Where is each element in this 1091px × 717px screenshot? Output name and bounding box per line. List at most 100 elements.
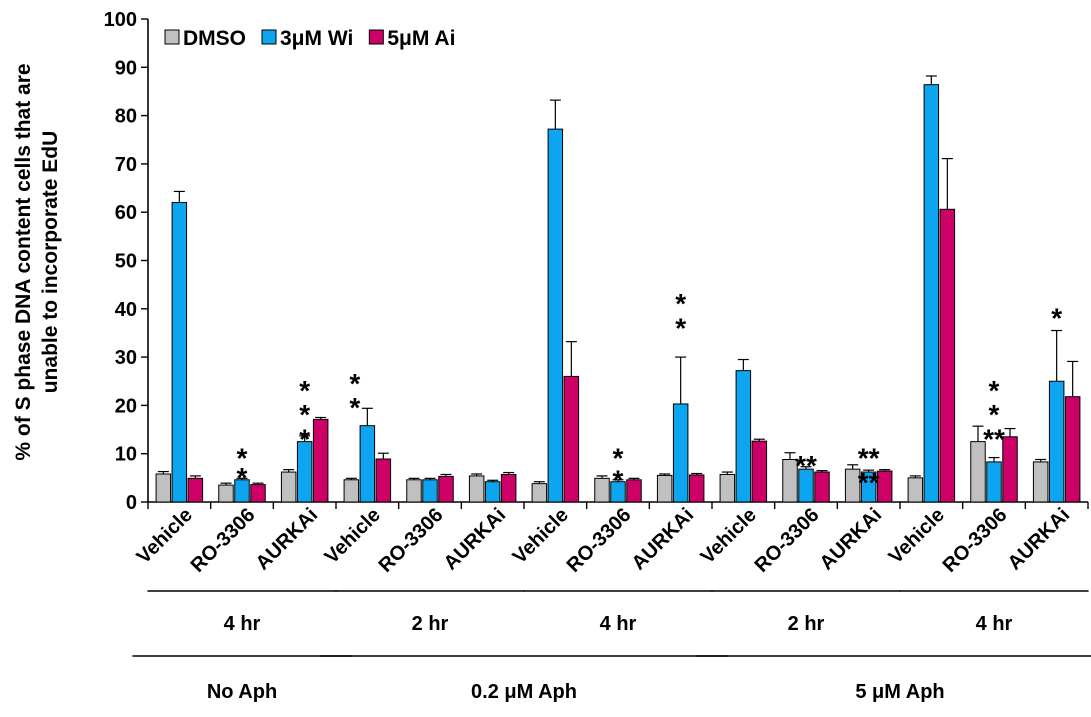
y-tick-label: 0 (126, 492, 137, 514)
y-tick-label: 20 (115, 395, 137, 417)
significance-asterisk: ** (983, 423, 1005, 454)
time-group-label: 4 hr (976, 613, 1013, 635)
significance-asterisk: * (349, 368, 360, 399)
bar (531, 483, 548, 503)
bar (814, 471, 830, 503)
legend-label: 3μM Wi (280, 27, 353, 50)
significance-asterisk: * (237, 462, 248, 493)
category-label: Vehicle (697, 504, 761, 568)
significance-asterisk: * (613, 464, 624, 495)
category-label: RO-3306 (563, 504, 636, 577)
bar (500, 473, 517, 503)
bar (1048, 380, 1065, 503)
significance-asterisk: * (299, 423, 310, 454)
legend-label: DMSO (183, 27, 246, 50)
significance-asterisk: * (299, 399, 310, 430)
significance-asterisk: * (675, 312, 686, 343)
y-tick-label: 80 (115, 106, 137, 128)
y-tick-label: 90 (115, 57, 137, 79)
bar (250, 484, 266, 503)
bar (907, 477, 924, 503)
bar (594, 477, 610, 503)
bar (359, 425, 376, 503)
category-label: AURKAi (1004, 504, 1075, 575)
significance-asterisk: ** (858, 443, 880, 474)
significance-asterisk: * (1051, 303, 1062, 334)
bar (406, 479, 422, 503)
bar (155, 473, 172, 503)
bar (876, 470, 893, 503)
y-tick-label: 100 (104, 9, 137, 31)
bar (468, 475, 485, 503)
category-label: AURKAi (252, 504, 323, 575)
y-tick-label: 60 (115, 202, 137, 224)
bar (751, 440, 768, 503)
bar (280, 471, 297, 503)
legend-swatch (164, 29, 180, 45)
bar (1064, 396, 1081, 503)
bar (171, 202, 188, 503)
bar (438, 475, 454, 503)
category-label: Vehicle (321, 504, 385, 568)
y-tick-label: 50 (115, 251, 137, 273)
bar (986, 461, 1002, 503)
treatment-group-label: No Aph (207, 681, 277, 703)
significance-asterisk: * (613, 443, 624, 474)
category-label: RO-3306 (939, 504, 1012, 577)
treatment-group-label: 0.2 μM Aph (471, 681, 577, 703)
time-group-label: 2 hr (788, 613, 825, 635)
bar (375, 458, 392, 503)
bar (312, 418, 329, 503)
bar (422, 479, 438, 503)
time-group-label: 2 hr (412, 613, 449, 635)
x-axis-groups: 4 hr 2 hr 4 hr 2 hr 4 hr No Aph 0.2 μM Aph 5 μM… (132, 590, 1091, 703)
bar (719, 473, 736, 503)
significance-asterisk: * (989, 375, 1000, 406)
y-axis-title-line-2: unable to incorporate EdU (39, 131, 62, 394)
bar (939, 208, 956, 503)
category-label: AURKAi (440, 504, 511, 575)
category-label: Vehicle (133, 504, 197, 568)
treatment-group-label: 5 μM Aph (855, 681, 944, 703)
y-tick-label: 70 (115, 154, 137, 176)
legend: DMSO 3μM Wi 5μM Ai (164, 27, 455, 50)
x-axis-categories: VehicleRO-3306AURKAiVehicleRO-3306AURKAi… (133, 504, 1075, 577)
time-group-label: 4 hr (224, 613, 261, 635)
bar (735, 370, 752, 503)
legend-swatch (261, 29, 277, 45)
significance-asterisk: ** (858, 467, 880, 498)
bar (563, 375, 580, 503)
legend-swatch (368, 29, 384, 45)
significance-asterisk: * (349, 392, 360, 423)
bar (547, 128, 564, 503)
bars (155, 75, 1081, 503)
significance-asterisk: * (237, 443, 248, 474)
bar (626, 479, 642, 503)
significance-asterisk: * (989, 399, 1000, 430)
bar (187, 477, 204, 503)
significance-asterisk: * (675, 288, 686, 319)
time-group-label: 4 hr (600, 613, 637, 635)
significance-annotations: *********************** (237, 288, 1063, 498)
y-axis-title: % of S phase DNA content cells that are … (12, 63, 62, 460)
bar (1002, 436, 1018, 503)
category-label: RO-3306 (187, 504, 260, 577)
category-label: Vehicle (885, 504, 949, 568)
category-label: Vehicle (509, 504, 573, 568)
bar (656, 474, 673, 503)
significance-asterisk: * (299, 375, 310, 406)
y-tick-label: 10 (115, 444, 137, 466)
category-label: RO-3306 (751, 504, 824, 577)
category-label: AURKAi (628, 504, 699, 575)
significance-asterisk: ** (795, 450, 817, 481)
category-label: RO-3306 (375, 504, 448, 577)
y-axis-title-line-1: % of S phase DNA content cells that are (12, 63, 35, 460)
category-label: AURKAi (816, 504, 887, 575)
bar (688, 474, 705, 503)
bar (484, 481, 501, 503)
y-tick-label: 30 (115, 347, 137, 369)
bar (343, 479, 360, 503)
bar (218, 484, 234, 503)
